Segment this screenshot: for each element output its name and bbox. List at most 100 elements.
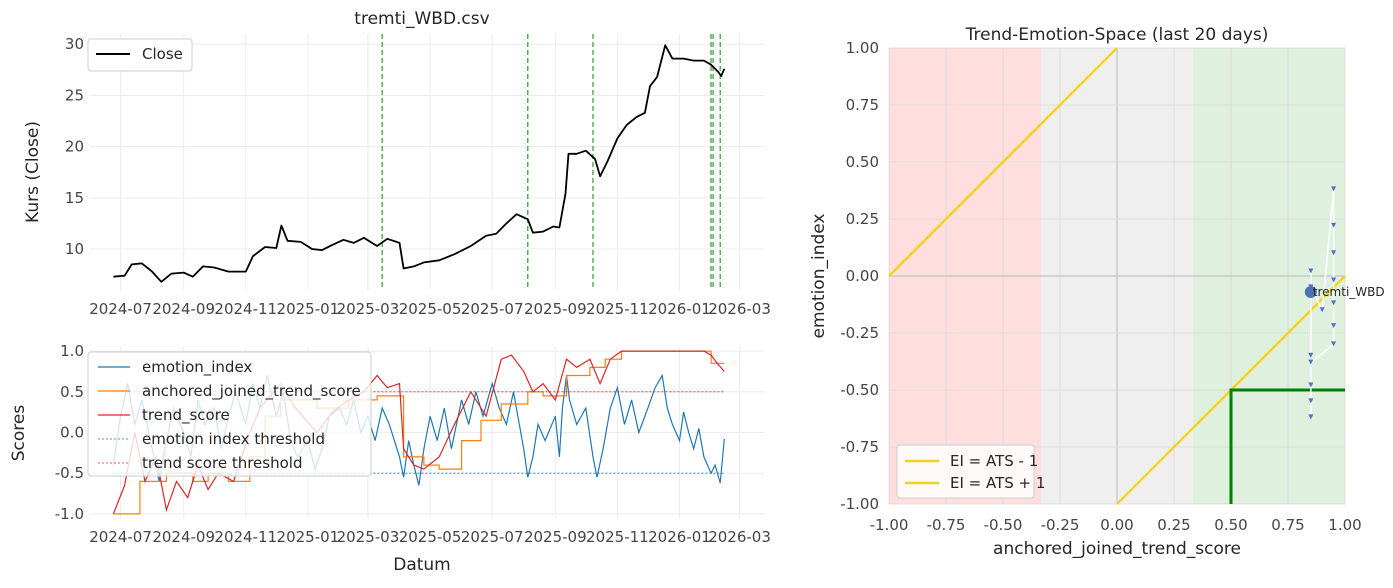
space-path: tremti_WBD bbox=[1304, 186, 1385, 420]
current-point-marker bbox=[1304, 285, 1317, 298]
price-y-label: Kurs (Close) bbox=[23, 121, 43, 223]
threshold-corner bbox=[1229, 388, 1345, 504]
space-x-ticks: -1.00 -0.75 -0.50 -0.25 0.00 0.25 0.50 0.75 1.00 bbox=[870, 516, 1362, 534]
y-tick-label: -1.00 bbox=[840, 495, 879, 513]
trajectory-arrow bbox=[1331, 186, 1337, 192]
line-ei-ats-plus-1-label: EI = ATS + 1 bbox=[950, 474, 1045, 492]
x-tick-label: 0.50 bbox=[1214, 516, 1247, 534]
y-tick-label: -0.5 bbox=[55, 464, 84, 482]
trajectory-arrow bbox=[1308, 268, 1314, 274]
y-tick-label: 10 bbox=[65, 240, 84, 258]
x-tick-label: -1.00 bbox=[870, 516, 909, 534]
y-tick-label: 1.0 bbox=[60, 342, 84, 360]
x-tick-label: 2026-01 bbox=[648, 528, 711, 546]
trajectory-arrow bbox=[1308, 359, 1314, 365]
scores-legend: emotion_index anchored_joined_trend_score… bbox=[87, 351, 372, 477]
price-legend: Close bbox=[87, 38, 193, 72]
x-tick-label: 2024-09 bbox=[152, 300, 215, 318]
trajectory-arrow bbox=[1331, 323, 1337, 329]
scores-legend-box bbox=[87, 351, 372, 477]
price-y-ticks: 10 15 20 25 30 bbox=[65, 35, 84, 258]
space-chart-title: Trend-Emotion-Space (last 20 days) bbox=[965, 25, 1269, 45]
x-tick-label: 2025-03 bbox=[337, 528, 400, 546]
y-tick-label: -0.25 bbox=[840, 324, 879, 342]
legend-emotion-index-label: emotion_index bbox=[142, 358, 252, 377]
y-tick-label: -0.75 bbox=[840, 438, 879, 456]
y-tick-label: 0.75 bbox=[846, 96, 879, 114]
x-tick-label: 2024-11 bbox=[214, 528, 277, 546]
x-tick-label: 2024-11 bbox=[214, 300, 277, 318]
y-tick-label: 20 bbox=[65, 138, 84, 156]
space-diagonals bbox=[888, 47, 1346, 505]
trend-emotion-chart: Trend-Emotion-Space (last 20 days) tremt… bbox=[809, 25, 1385, 559]
space-x-label: anchored_joined_trend_score bbox=[993, 539, 1241, 559]
legend-anchored-trend-label: anchored_joined_trend_score bbox=[142, 382, 361, 401]
y-tick-label: 0.0 bbox=[60, 424, 84, 442]
price-chart-title: tremti_WBD.csv bbox=[354, 9, 489, 29]
space-legend: EI = ATS - 1 EI = ATS + 1 bbox=[896, 444, 1045, 499]
x-tick-label: -0.25 bbox=[1041, 516, 1080, 534]
y-tick-label: 1.00 bbox=[846, 39, 879, 57]
x-tick-label: 2025-07 bbox=[461, 528, 524, 546]
x-tick-label: 2024-09 bbox=[152, 528, 215, 546]
y-tick-label: -0.50 bbox=[840, 381, 879, 399]
y-tick-label: 25 bbox=[65, 86, 84, 104]
legend-close-label: Close bbox=[142, 45, 183, 63]
x-tick-label: 2025-09 bbox=[524, 528, 587, 546]
x-tick-label: 2026-01 bbox=[648, 300, 711, 318]
y-tick-label: 0.50 bbox=[846, 153, 879, 171]
x-tick-label: 2024-07 bbox=[89, 528, 152, 546]
x-tick-label: 0.25 bbox=[1157, 516, 1190, 534]
x-tick-label: 2025-03 bbox=[337, 300, 400, 318]
price-grid bbox=[90, 34, 764, 290]
x-tick-label: 2026-03 bbox=[708, 528, 771, 546]
trajectory-arrow bbox=[1308, 352, 1314, 358]
y-tick-label: 0.5 bbox=[60, 383, 84, 401]
scores-y-ticks: -1.0 -0.5 0.0 0.5 1.0 bbox=[55, 342, 84, 523]
close-price-line bbox=[113, 44, 726, 283]
trajectory-arrow bbox=[1319, 307, 1325, 313]
scores-chart: -1.0-0.50.00.51.0 2024-07 2024-09 2024-11 2… bbox=[9, 342, 771, 575]
space-y-label: emotion_index bbox=[809, 214, 829, 339]
line-ei-ats-minus-1-label: EI = ATS - 1 bbox=[950, 452, 1038, 470]
price-series bbox=[113, 44, 726, 283]
event-lines bbox=[381, 34, 721, 290]
current-point-label: tremti_WBD bbox=[1313, 285, 1385, 299]
y-tick-label: 0.25 bbox=[846, 210, 879, 228]
line-ei-ats-plus-1 bbox=[888, 47, 1118, 277]
trajectory-arrow bbox=[1331, 300, 1337, 306]
legend-trend-score-label: trend_score bbox=[142, 406, 230, 425]
scores-x-label: Datum bbox=[393, 555, 451, 575]
x-tick-label: 2024-07 bbox=[89, 300, 152, 318]
trajectory-arrow bbox=[1308, 414, 1314, 420]
x-tick-label: 2025-05 bbox=[399, 528, 462, 546]
y-tick-label: 30 bbox=[65, 35, 84, 53]
x-tick-label: 2025-07 bbox=[461, 300, 524, 318]
space-y-ticks: -1.00 -0.75 -0.50 -0.25 0.00 0.25 0.50 0.75 1.00 bbox=[840, 39, 879, 513]
x-tick-label: -0.75 bbox=[927, 516, 966, 534]
space-legend-box bbox=[896, 444, 1035, 499]
trajectory-arrow bbox=[1308, 382, 1314, 388]
x-tick-label: 0.75 bbox=[1271, 516, 1304, 534]
x-tick-label: 2026-03 bbox=[708, 300, 771, 318]
trajectory-arrow bbox=[1331, 341, 1337, 347]
x-tick-label: 2025-05 bbox=[399, 300, 462, 318]
x-tick-label: 2025-01 bbox=[277, 300, 340, 318]
x-tick-label: -0.50 bbox=[984, 516, 1023, 534]
legend-trend-threshold-label: trend score threshold bbox=[142, 454, 302, 472]
y-tick-label: -1.0 bbox=[55, 505, 84, 523]
x-tick-label: 1.00 bbox=[1328, 516, 1361, 534]
x-tick-label: 2025-09 bbox=[524, 300, 587, 318]
x-tick-label: 2025-11 bbox=[586, 300, 649, 318]
price-legend-box bbox=[87, 38, 193, 72]
price-chart: tremti_WBD.csv 10 15 20 25 30 2024-07 2024-09… bbox=[23, 9, 771, 318]
trajectory-arrow bbox=[1331, 277, 1337, 283]
y-tick-label: 15 bbox=[65, 189, 84, 207]
y-tick-label: 0.00 bbox=[846, 267, 879, 285]
trajectory-arrow bbox=[1331, 250, 1337, 256]
trajectory-arrow bbox=[1308, 398, 1314, 404]
